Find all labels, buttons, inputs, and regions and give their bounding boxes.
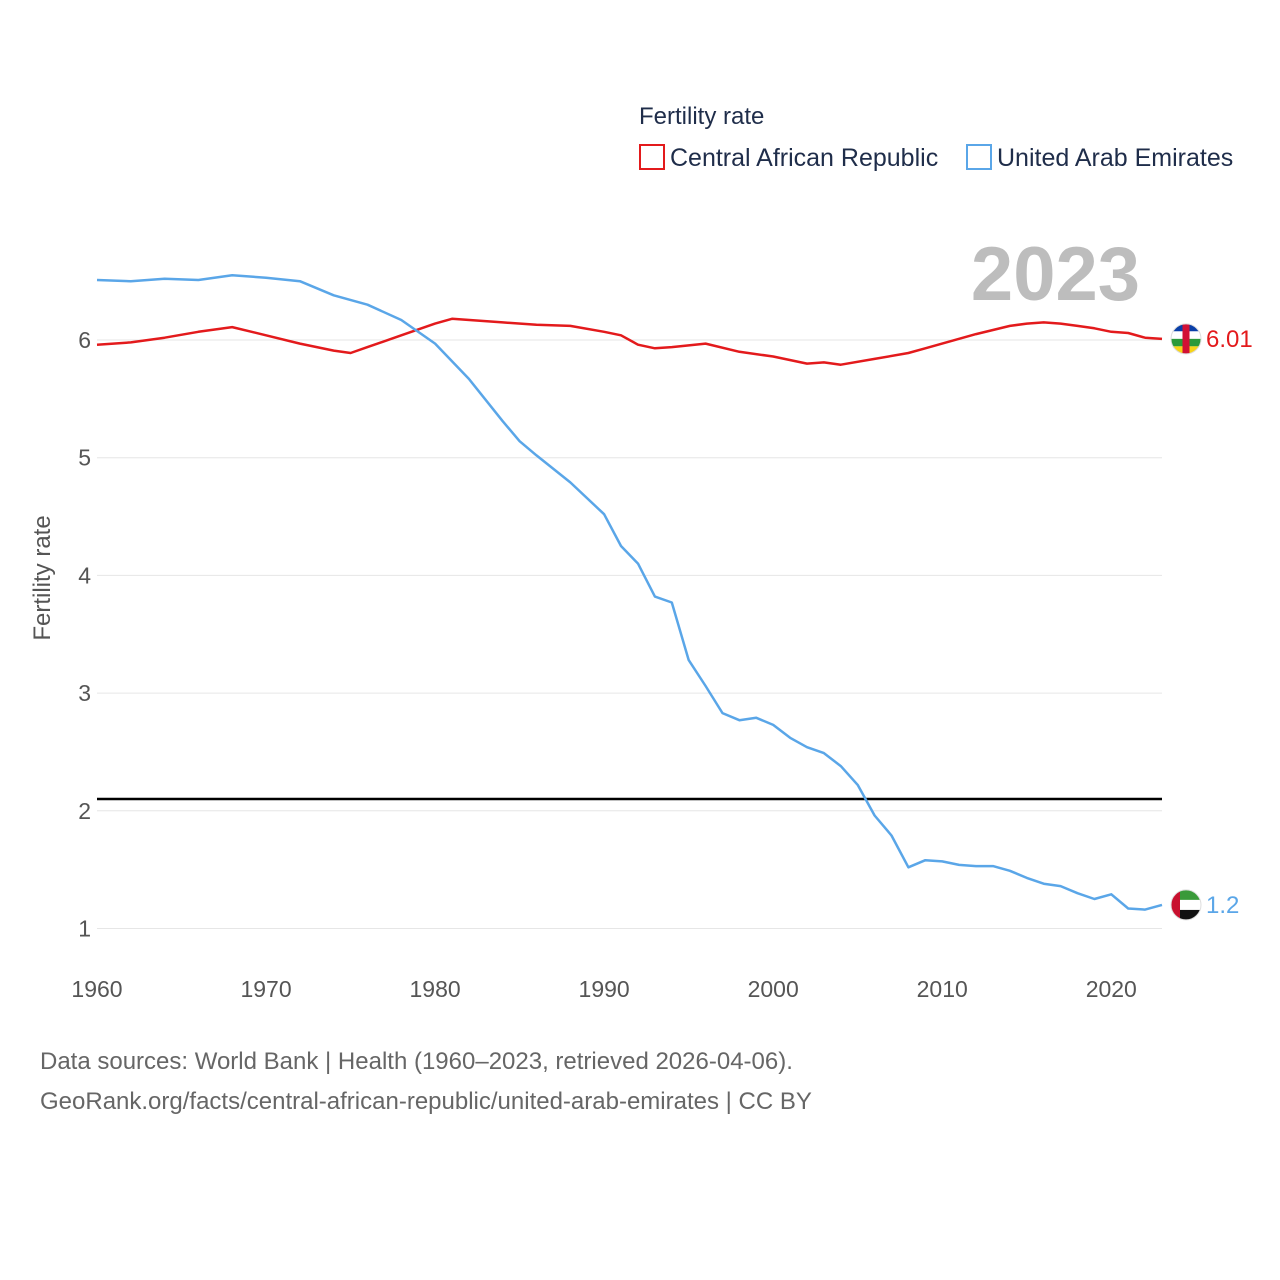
flag-stripe: [1171, 899, 1201, 910]
y-axis-ticks: 1 2 3 4 5 6: [78, 327, 91, 941]
y-tick-label: 3: [78, 680, 91, 706]
x-tick-label: 1960: [71, 976, 122, 1002]
y-tick-label: 1: [78, 915, 91, 941]
united-arab-emirates-flag-icon: [1170, 889, 1202, 921]
flag-band: [1182, 323, 1190, 354]
legend-label: Central African Republic: [670, 144, 938, 172]
flag-body: [1171, 889, 1201, 920]
x-tick-label: 1990: [579, 976, 630, 1002]
flag-outline: [1170, 889, 1202, 921]
central-african-republic-flag-icon: [1170, 323, 1202, 355]
x-tick-label: 2000: [748, 976, 799, 1002]
end-value-label: 6.01: [1206, 326, 1253, 353]
grid: [97, 339, 1162, 929]
source-url: GeoRank.org/facts/central-african-republ…: [40, 1088, 812, 1115]
legend-title: Fertility rate: [639, 103, 764, 130]
end-markers: 6.01 1.2: [1170, 323, 1253, 921]
y-tick-label: 6: [78, 327, 91, 353]
flag-outline: [1170, 323, 1202, 355]
fertility-rate-chart: Fertility rate Central African Republic U…: [29, 103, 1253, 1002]
x-axis-ticks: 1960 1970 1980 1990 2000 2010 2020: [71, 976, 1136, 1002]
y-tick-label: 5: [78, 445, 91, 471]
x-tick-label: 2010: [917, 976, 968, 1002]
x-tick-label: 2020: [1086, 976, 1137, 1002]
legend-swatch-united-arab-emirates: [966, 144, 992, 170]
legend-swatch-central-african-republic: [639, 144, 665, 170]
end-value-label: 1.2: [1206, 892, 1239, 919]
y-tick-label: 4: [78, 562, 91, 588]
data-source-footer: Data sources: World Bank | Health (1960–…: [40, 1042, 812, 1122]
legend: Central African Republic United Arab Emir…: [639, 144, 1233, 172]
series-line-united-arab-emirates: [96, 274, 1163, 911]
source-line: Data sources: World Bank | Health (1960–…: [40, 1048, 793, 1075]
flag-hoist: [1171, 889, 1180, 920]
legend-label: United Arab Emirates: [997, 144, 1233, 172]
series-line-central-african-republic: [96, 317, 1163, 366]
flag-stripe: [1171, 909, 1201, 920]
flag-body: [1171, 323, 1201, 354]
highlighted-year: 2023: [971, 232, 1140, 317]
flag-stripe: [1171, 889, 1201, 900]
y-axis-label: Fertility rate: [29, 515, 56, 640]
series-lines: [96, 274, 1163, 911]
y-tick-label: 2: [78, 798, 91, 824]
x-tick-label: 1980: [410, 976, 461, 1002]
x-tick-label: 1970: [240, 976, 291, 1002]
